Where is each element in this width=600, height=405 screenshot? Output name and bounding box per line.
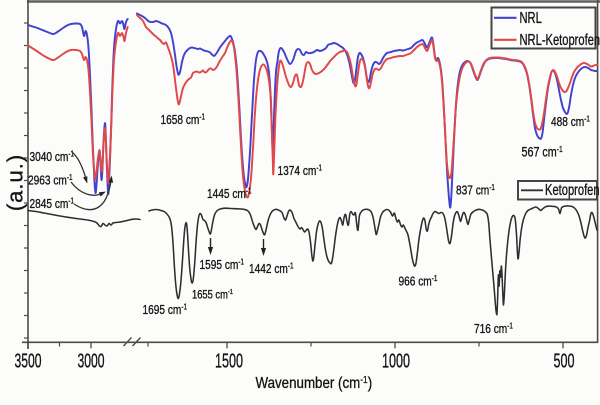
svg-text:1445 cm-1: 1445 cm-1 — [207, 186, 251, 202]
svg-text:1695 cm-1: 1695 cm-1 — [143, 302, 187, 318]
svg-text:1658 cm-1: 1658 cm-1 — [161, 112, 205, 128]
svg-text:488 cm-1: 488 cm-1 — [551, 114, 590, 130]
svg-text:NRL-Ketoprofen: NRL-Ketoprofen — [520, 31, 600, 48]
svg-text:1500: 1500 — [215, 351, 243, 373]
svg-text:837 cm-1: 837 cm-1 — [456, 182, 495, 198]
svg-text:567 cm-1: 567 cm-1 — [522, 144, 563, 160]
svg-text:2963 cm-1: 2963 cm-1 — [28, 172, 72, 188]
svg-text:3000: 3000 — [78, 351, 105, 373]
svg-text:NRL: NRL — [520, 9, 543, 26]
svg-text:1000: 1000 — [382, 351, 410, 373]
svg-text:1655 cm-1: 1655 cm-1 — [192, 288, 233, 301]
svg-text:1595 cm-1: 1595 cm-1 — [200, 257, 244, 273]
svg-text:Wavenumber (cm-1): Wavenumber (cm-1) — [256, 374, 373, 392]
svg-text:2845 cm-1: 2845 cm-1 — [30, 196, 74, 212]
svg-text:500: 500 — [554, 351, 575, 373]
svg-text:3500: 3500 — [15, 351, 42, 373]
svg-text:(a.u.): (a.u.) — [3, 154, 28, 211]
svg-text:1374 cm-1: 1374 cm-1 — [278, 163, 322, 179]
svg-text:966 cm-1: 966 cm-1 — [399, 273, 438, 289]
svg-text:3040 cm-1: 3040 cm-1 — [30, 149, 74, 165]
svg-text:1442 cm-1: 1442 cm-1 — [249, 261, 293, 277]
svg-text:716 cm-1: 716 cm-1 — [474, 321, 513, 337]
svg-text:Ketoprofen: Ketoprofen — [545, 181, 600, 198]
